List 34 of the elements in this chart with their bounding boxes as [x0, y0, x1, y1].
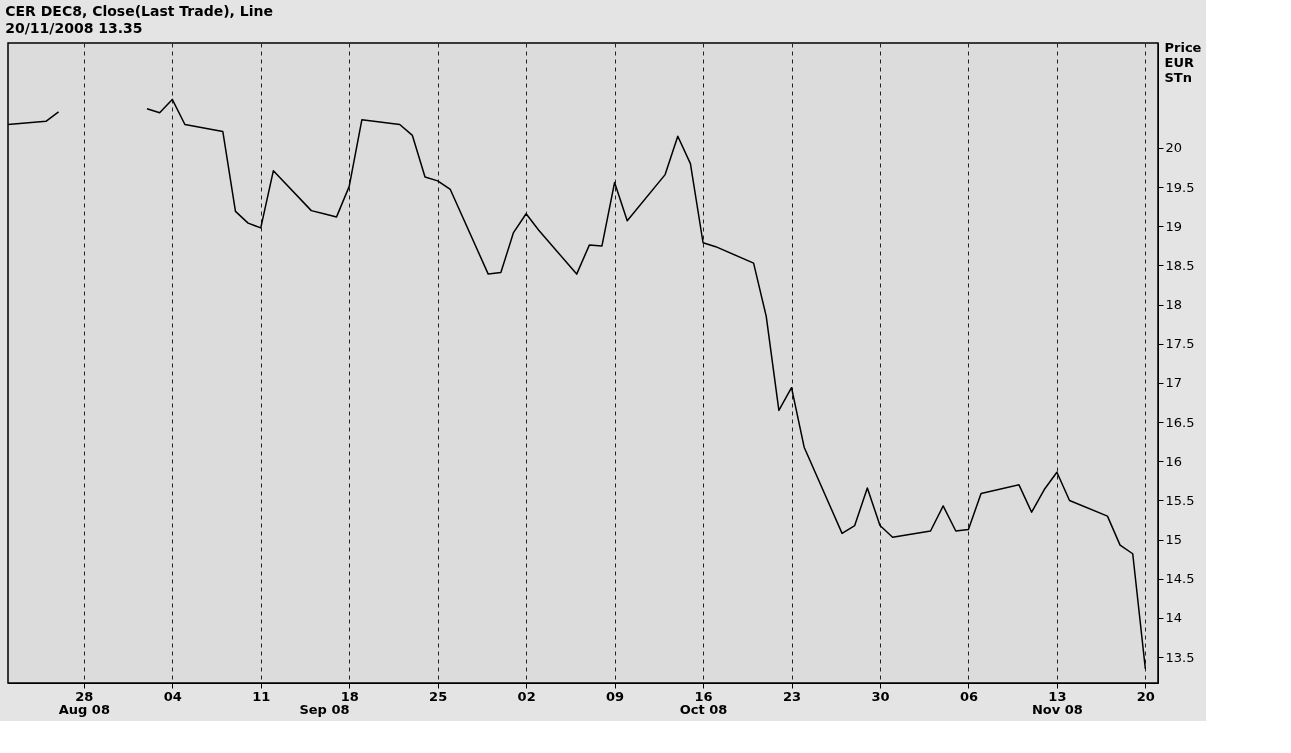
y-tick-label: 13.5 [1165, 649, 1195, 665]
y-tick-label: 18.5 [1165, 257, 1195, 273]
x-tick-label: 13 [1048, 688, 1067, 704]
x-tick-label: 09 [606, 688, 625, 704]
y-tick-label: 18 [1165, 297, 1183, 313]
x-tick-label: 20 [1136, 688, 1155, 704]
y-tick-label: 17.5 [1165, 336, 1195, 352]
y-tick-label: 14.5 [1165, 571, 1195, 587]
x2-tick-label: Sep 08 [299, 701, 350, 717]
chart-subtitle: 20/11/2008 13.35 [5, 20, 143, 37]
x-tick-label: 11 [252, 688, 271, 704]
chart-title: CER DEC8, Close(Last Trade), Line [5, 3, 273, 20]
x-tick-label: 23 [782, 688, 802, 704]
y-tick-label: 16.5 [1165, 414, 1195, 430]
y-tick-label: 17 [1165, 375, 1183, 391]
x-tick-label: 25 [429, 688, 448, 704]
y-tick-label: 19 [1165, 218, 1183, 234]
y-tick-label: 15.5 [1165, 492, 1195, 508]
x2-tick-label: Oct 08 [679, 701, 728, 717]
y-tick-label: 15 [1165, 532, 1183, 548]
x-tick-label: 02 [517, 688, 536, 704]
x-tick-label: 04 [163, 688, 182, 704]
y-tick-label: 20 [1165, 140, 1183, 156]
y-tick-label: 19.5 [1165, 179, 1195, 195]
x-tick-label: 18 [340, 688, 359, 704]
x-tick-label: 06 [959, 688, 978, 704]
y-axis-title: Price EUR STn [1164, 39, 1202, 85]
x2-tick-label: Nov 08 [1031, 701, 1083, 717]
x-tick-label: 28 [75, 688, 94, 704]
x-tick-label: 16 [694, 688, 713, 704]
x-tick-label: 30 [871, 688, 890, 704]
y-tick-label: 16 [1165, 453, 1183, 469]
y-tick-label: 14 [1165, 610, 1183, 626]
x2-tick-label: Aug 08 [58, 701, 110, 717]
